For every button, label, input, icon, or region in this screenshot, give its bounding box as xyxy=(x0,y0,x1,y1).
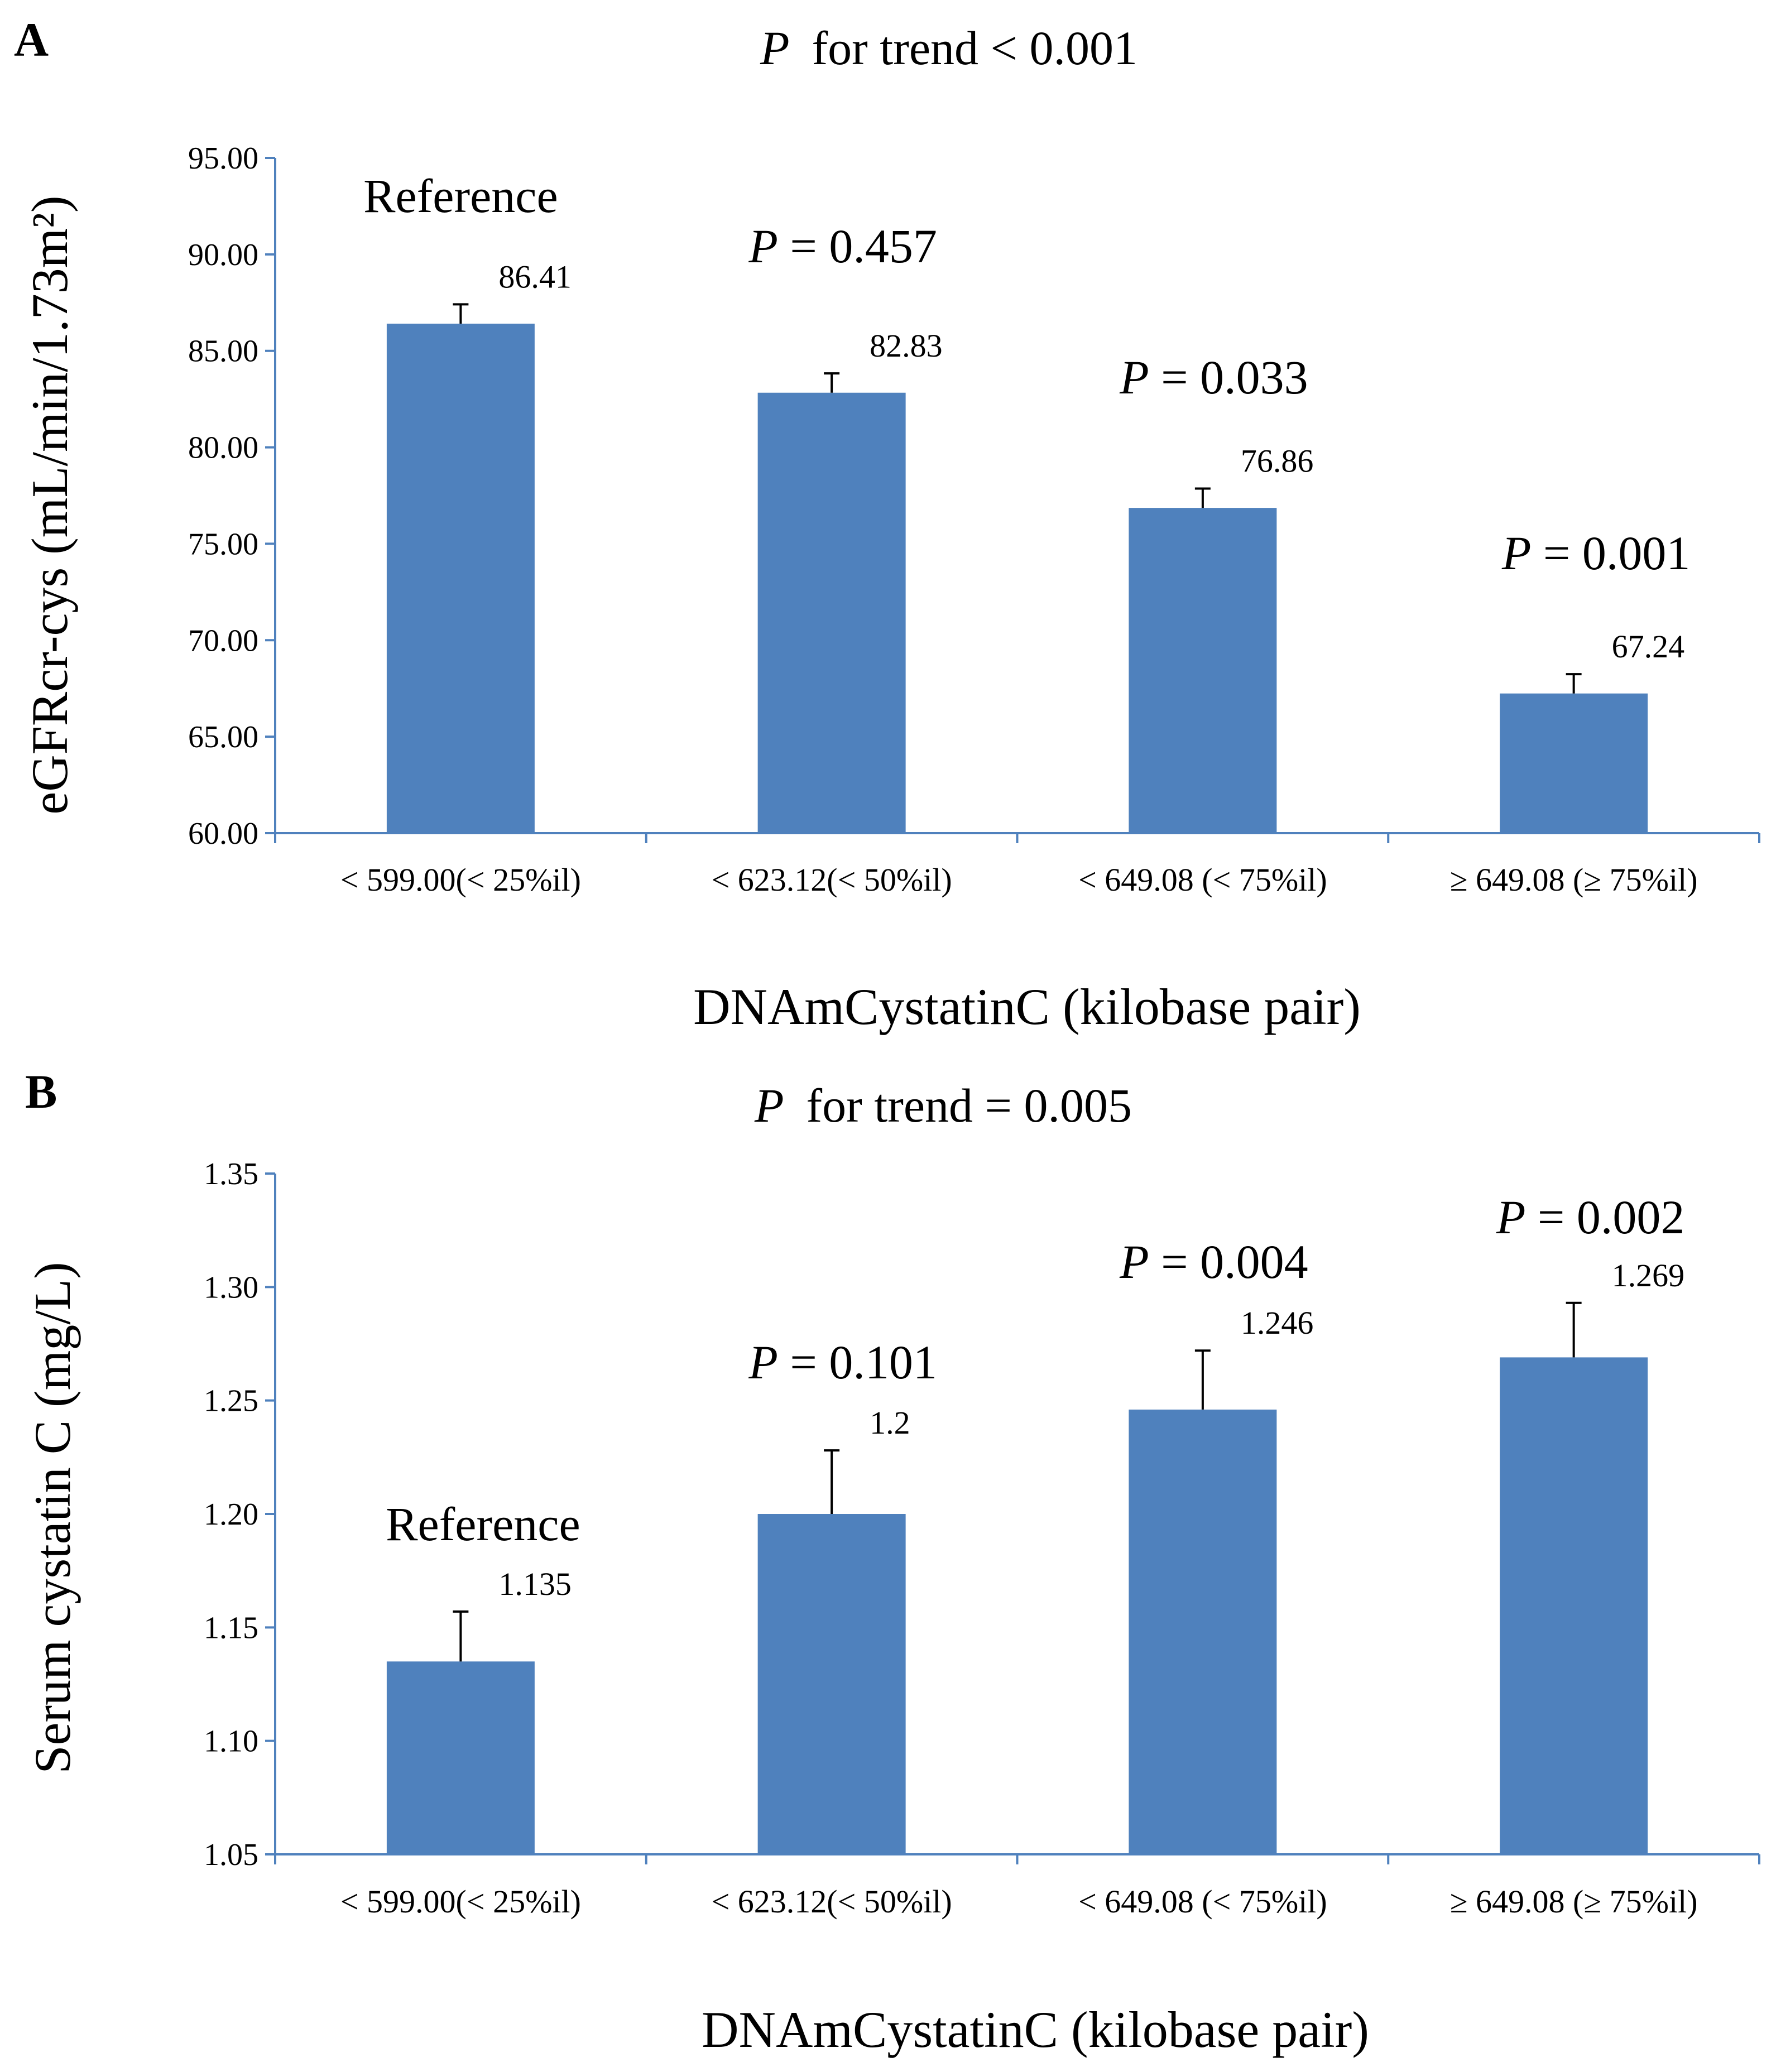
panel-a-annotation-p-2: P xyxy=(748,219,778,273)
panel-a-annotation-text-2: = 0.457 xyxy=(778,219,937,273)
panel-a-annotation-text-1: Reference xyxy=(363,169,558,223)
panel-a-annotation-text-4: = 0.001 xyxy=(1531,526,1690,580)
panel-b-bar-2 xyxy=(757,1514,906,1854)
panel-a-bar-2 xyxy=(757,392,906,833)
panel-a-annotation-2: P = 0.457 xyxy=(748,219,937,273)
panel-b-annotation-p-3: P xyxy=(1119,1235,1149,1289)
panel-b-trend-text: for trend = 0.005 xyxy=(807,1079,1132,1132)
panel-a-category-label-3: < 649.08 (< 75%il) xyxy=(1078,862,1327,898)
panel-b-y-tick-label: 1.05 xyxy=(204,1838,258,1872)
panel-b-y-tick-label: 1.15 xyxy=(204,1611,258,1645)
panel-b-y-tick-label: 1.20 xyxy=(204,1497,258,1532)
panel-b-annotation-1: Reference xyxy=(386,1497,580,1551)
panel-a-category-label-2: < 623.12(< 50%il) xyxy=(712,862,952,898)
panel-a-annotation-text-3: = 0.033 xyxy=(1149,350,1308,404)
panel-a-bar-4 xyxy=(1500,693,1648,833)
panel-b-bar-1 xyxy=(386,1661,535,1854)
panel-a-y-tick-label: 85.00 xyxy=(188,334,258,369)
panel-b-annotation-p-4: P xyxy=(1496,1190,1526,1244)
panel-a-bar-3 xyxy=(1129,508,1277,833)
panel-b-xlabel: DNAmCystatinC (kilobase pair) xyxy=(702,2001,1369,2058)
panel-b-annotation-text-2: = 0.101 xyxy=(778,1335,937,1389)
panel-b-annotation-text-3: = 0.004 xyxy=(1149,1235,1308,1289)
panel-b-ylabel: Serum cystatin C (mg/L) xyxy=(24,1262,81,1773)
panel-a-category-label-1: < 599.00(< 25%il) xyxy=(340,862,581,898)
panel-b-value-label-3: 1.246 xyxy=(1241,1305,1314,1341)
panel-b-annotation-text-4: = 0.002 xyxy=(1525,1190,1684,1244)
panel-b-y-tick-label: 1.30 xyxy=(204,1270,258,1305)
panel-b-category-label-2: < 623.12(< 50%il) xyxy=(712,1883,952,1920)
panel-b-bar-3 xyxy=(1129,1409,1277,1854)
panel-b-y-tick-label: 1.35 xyxy=(204,1157,258,1191)
panel-a-annotation-p-3: P xyxy=(1119,350,1149,404)
panel-a-annotation-4: P = 0.001 xyxy=(1501,526,1691,580)
panel-b-trend-p: P xyxy=(754,1079,784,1132)
panel-a-value-label-3: 76.86 xyxy=(1241,443,1314,479)
panel-b-annotation-2: P = 0.101 xyxy=(748,1335,937,1389)
panel-b-value-label-4: 1.269 xyxy=(1612,1257,1685,1294)
panel-a-annotation-p-4: P xyxy=(1501,526,1532,580)
panel-a-y-tick-label: 70.00 xyxy=(188,623,258,658)
panel-a-value-label-4: 67.24 xyxy=(1612,628,1685,665)
panel-a-bar-1 xyxy=(386,323,535,833)
panel-a-y-tick-label: 65.00 xyxy=(188,720,258,754)
panel-b-value-label-2: 1.2 xyxy=(870,1405,910,1441)
panel-a-y-tick-label: 95.00 xyxy=(188,141,258,176)
panel-a-letter: A xyxy=(14,13,49,66)
panel-b-annotation-3: P = 0.004 xyxy=(1119,1235,1308,1289)
panel-a-trend-p: P xyxy=(760,21,790,75)
panel-a-annotation-1: Reference xyxy=(363,169,558,223)
panel-a-plot: 60.00 65.00 70.00 75.00 80.00 85.00 90.00 95.00… xyxy=(188,141,1760,898)
panel-a-y-tick-label: 80.00 xyxy=(188,431,258,465)
panel-b-y-tick-label: 1.25 xyxy=(204,1384,258,1419)
panel-a-value-label-2: 82.83 xyxy=(870,328,943,364)
panel-b-annotation-p-2: P xyxy=(748,1335,778,1389)
panel-b-annotation-text-1: Reference xyxy=(386,1497,580,1551)
panel-a-y-tick-label: 90.00 xyxy=(188,238,258,272)
panel-a-trend-text: for trend < 0.001 xyxy=(812,21,1137,75)
panel-b-y-tick-label: 1.10 xyxy=(204,1724,258,1759)
panel-a-category-label-4: ≥ 649.08 (≥ 75%il) xyxy=(1450,862,1698,898)
panel-a-value-label-1: 86.41 xyxy=(498,258,572,295)
panel-b-category-label-1: < 599.00(< 25%il) xyxy=(340,1883,581,1920)
panel-b-category-label-4: ≥ 649.08 (≥ 75%il) xyxy=(1450,1883,1698,1920)
panel-a-annotation-3: P = 0.033 xyxy=(1119,350,1308,404)
panel-b-plot: 1.05 1.10 1.15 1.20 1.25 1.30 1.35 1.135 < 599.0… xyxy=(204,1157,1760,1920)
panel-b-category-label-3: < 649.08 (< 75%il) xyxy=(1078,1883,1327,1920)
panel-a-ylabel: eGFRcr-cys (mL/min/1.73m²) xyxy=(21,195,78,814)
panel-b-annotation-4: P = 0.002 xyxy=(1496,1190,1685,1244)
panel-a-y-tick-label: 75.00 xyxy=(188,527,258,561)
panel-a-y-tick-label: 60.00 xyxy=(188,816,258,851)
panel-a-xlabel: DNAmCystatinC (kilobase pair) xyxy=(693,978,1361,1035)
panel-b-bar-4 xyxy=(1500,1357,1648,1854)
panel-b-value-label-1: 1.135 xyxy=(498,1566,572,1602)
panel-b-letter: B xyxy=(25,1065,57,1118)
